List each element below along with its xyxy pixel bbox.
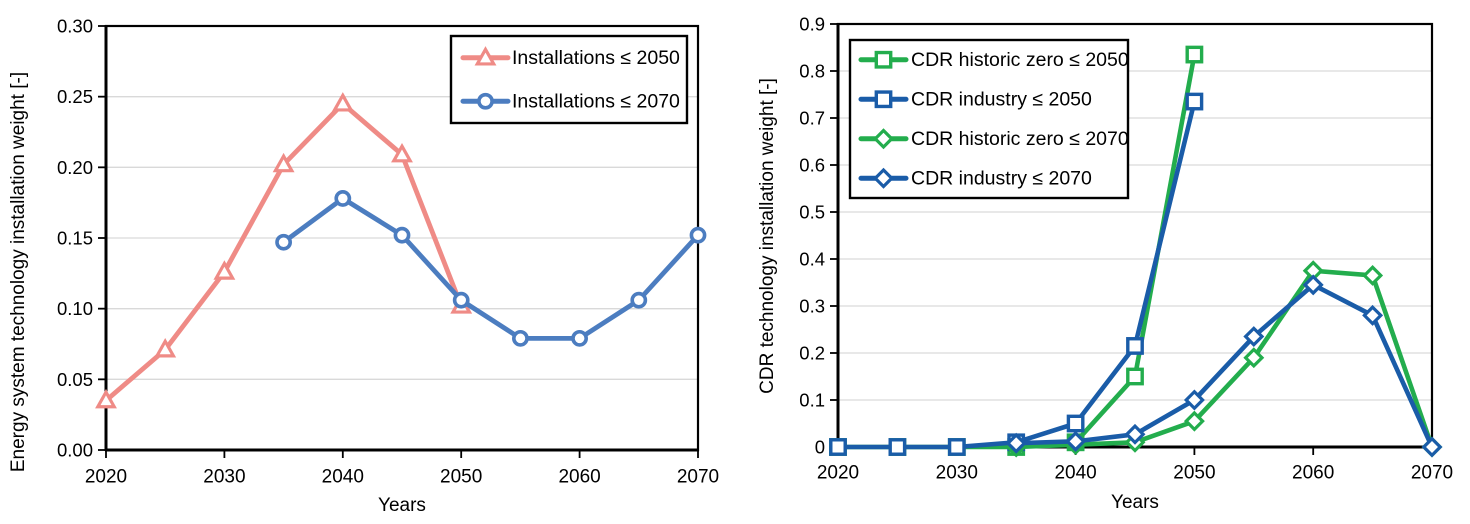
y-tick-label: 0.1	[799, 390, 825, 411]
legend-label: Installations ≤ 2070	[512, 90, 680, 112]
x-tick-label: 2060	[558, 467, 600, 488]
x-tick-label: 2050	[1173, 463, 1215, 484]
y-tick-label: 0.6	[799, 155, 825, 176]
x-axis-title: Years	[1111, 492, 1159, 513]
y-tick-label: 0	[815, 437, 825, 458]
y-tick-label: 0.30	[57, 16, 93, 37]
y-tick-label: 0.8	[799, 61, 825, 82]
y-tick-label: 0.4	[799, 249, 825, 270]
legend-label: CDR historic zero ≤ 2070	[911, 128, 1129, 150]
y-axis-title: CDR technology installation weight [-]	[757, 78, 778, 394]
legend-entry-1: CDR industry ≤ 2050	[858, 88, 1092, 110]
y-tick-label: 0.10	[57, 298, 93, 319]
legend-label: CDR industry ≤ 2050	[911, 88, 1092, 110]
cdr-installation-chart: 0 0.1 0.2 0.3 0.4 0.5 0.6 0.7 0.8 0.9 2020 2030 2040…	[735, 0, 1470, 524]
energy-installation-chart: 0.00 0.05 0.10 0.15 0.20 0.25 0.30 2020 2030 2040…	[8, 16, 719, 517]
cdr-installation-chart-svg: 0 0.1 0.2 0.3 0.4 0.5 0.6 0.7 0.8 0.9 2020 2030 2040…	[757, 14, 1453, 514]
x-tick-label: 2020	[85, 467, 127, 488]
y-tick-label: 0.2	[799, 343, 825, 364]
legend-entry-0: Installations ≤ 2050	[460, 46, 680, 69]
x-tick-label: 2020	[817, 463, 859, 484]
y-tick-label: 0.00	[57, 440, 93, 461]
legend-entry-0: CDR historic zero ≤ 2050	[858, 49, 1129, 71]
y-tick-label: 0.7	[799, 108, 825, 129]
legend-label: Installations ≤ 2050	[512, 47, 680, 69]
y-tick-label: 0.25	[57, 86, 93, 107]
y-axis-title: Energy system technology installation we…	[8, 72, 29, 472]
legend-entry-2: CDR historic zero ≤ 2070	[858, 128, 1129, 150]
energy-installation-chart-svg: 0.00 0.05 0.10 0.15 0.20 0.25 0.30 2020 2030 2040…	[8, 16, 719, 517]
x-tick-label: 2070	[1411, 463, 1453, 484]
legend-entry-1: Installations ≤ 2070	[460, 90, 680, 112]
legend-entry-3: CDR industry ≤ 2070	[858, 167, 1092, 189]
x-axis-ticks: 2020 2030 2040 2050 2060 2070	[85, 450, 719, 488]
legend-label: CDR historic zero ≤ 2050	[911, 49, 1129, 71]
x-axis-ticks: 2020 2030 2040 2050 2060 2070	[817, 447, 1453, 484]
y-axis-ticks: 0 0.1 0.2 0.3 0.4 0.5 0.6 0.7 0.8 0.9	[799, 14, 838, 458]
x-tick-label: 2040	[1054, 463, 1096, 484]
y-axis-ticks: 0.00 0.05 0.10 0.15 0.20 0.25 0.30	[57, 16, 106, 461]
x-tick-label: 2030	[203, 467, 245, 488]
series-3	[1005, 274, 1443, 458]
x-tick-label: 2050	[440, 467, 482, 488]
axis-titles: Years CDR technology installation weight …	[757, 78, 1159, 513]
x-tick-label: 2070	[677, 467, 719, 488]
x-tick-label: 2060	[1292, 463, 1334, 484]
axis-titles: Years Energy system technology installati…	[8, 72, 426, 516]
legend: Installations ≤ 2050 Installations ≤ 2070	[449, 34, 689, 125]
x-axis-title: Years	[378, 495, 426, 516]
legend: CDR historic zero ≤ 2050 CDR industry ≤ 2…	[848, 38, 1130, 200]
y-tick-label: 0.5	[799, 202, 825, 223]
legend-label: CDR industry ≤ 2070	[911, 167, 1092, 189]
x-tick-label: 2040	[322, 467, 364, 488]
y-tick-label: 0.20	[57, 157, 93, 178]
y-tick-label: 0.15	[57, 228, 93, 249]
series-1	[275, 190, 707, 347]
y-tick-label: 0.05	[57, 369, 93, 390]
y-tick-label: 0.3	[799, 296, 825, 317]
x-tick-label: 2030	[936, 463, 978, 484]
y-tick-label: 0.9	[799, 14, 825, 35]
